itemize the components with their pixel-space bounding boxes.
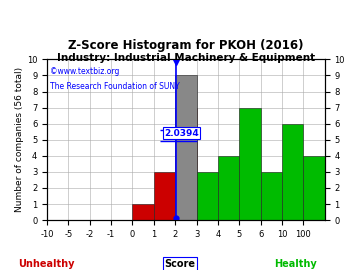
Text: Industry: Industrial Machinery & Equipment: Industry: Industrial Machinery & Equipme…: [57, 53, 315, 63]
Text: 2.0394: 2.0394: [164, 129, 199, 138]
Text: The Research Foundation of SUNY: The Research Foundation of SUNY: [50, 82, 180, 91]
Bar: [261, 172, 282, 220]
Bar: [175, 108, 197, 220]
Bar: [218, 156, 239, 220]
Bar: [132, 204, 154, 220]
Text: ©www.textbiz.org: ©www.textbiz.org: [50, 68, 119, 76]
Text: Healthy: Healthy: [274, 259, 316, 269]
Bar: [197, 172, 218, 220]
Bar: [282, 124, 303, 220]
Bar: [303, 156, 325, 220]
Bar: [154, 172, 175, 220]
Bar: [239, 108, 261, 220]
Text: Score: Score: [165, 259, 195, 269]
Text: Unhealthy: Unhealthy: [19, 259, 75, 269]
Bar: [175, 76, 197, 220]
Y-axis label: Number of companies (56 total): Number of companies (56 total): [15, 67, 24, 212]
Text: Z-Score Histogram for PKOH (2016): Z-Score Histogram for PKOH (2016): [68, 39, 303, 52]
